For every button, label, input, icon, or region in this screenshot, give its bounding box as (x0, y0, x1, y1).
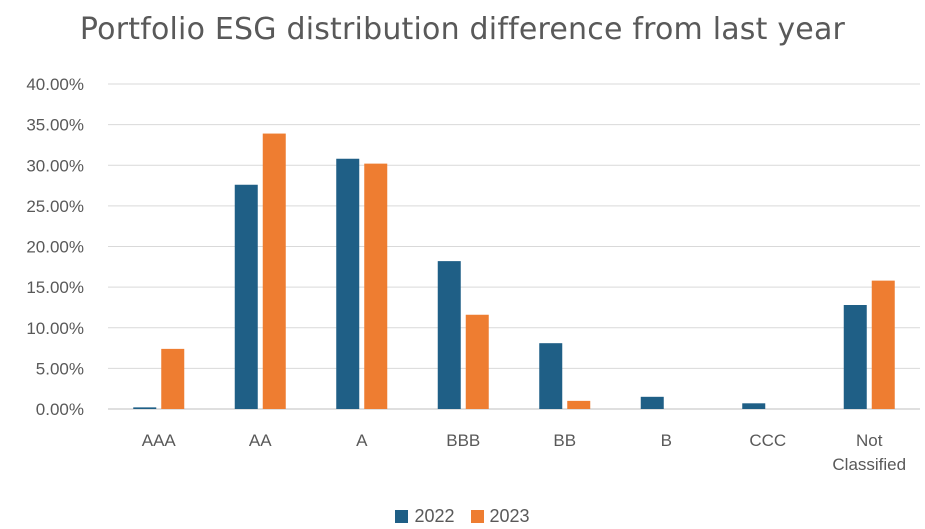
y-tick-label: 40.00% (26, 75, 84, 94)
bar-2023-bb (567, 400, 591, 409)
y-tick-label: 15.00% (26, 278, 84, 297)
x-category-label: CCC (749, 431, 786, 450)
bar-2023-aa (262, 133, 286, 409)
legend: 2022 2023 (0, 506, 925, 527)
legend-item-2022: 2022 (395, 506, 455, 527)
y-tick-label: 25.00% (26, 197, 84, 216)
y-tick-label: 20.00% (26, 238, 84, 257)
bar-2022-bb (539, 343, 563, 409)
gridlines (108, 83, 920, 410)
bar-2022-a (336, 158, 360, 409)
bar-2022-b (640, 396, 664, 409)
y-tick-label: 10.00% (26, 319, 84, 338)
bar-2022-aa (234, 184, 258, 409)
legend-swatch-2022 (395, 510, 409, 523)
bar-2022-ccc (742, 403, 766, 409)
legend-item-2023: 2023 (470, 506, 530, 527)
bars (133, 133, 895, 409)
x-category-label: AA (249, 431, 272, 450)
bar-2022-not-classified (843, 305, 867, 409)
y-tick-label: 5.00% (36, 359, 84, 378)
x-category-label: BB (553, 431, 576, 450)
x-category-label: A (356, 431, 368, 450)
y-tick-label: 30.00% (26, 156, 84, 175)
y-axis-ticks: 0.00% 5.00% 10.00% 15.00% 20.00% 25.00% 30.00%… (26, 75, 84, 419)
bar-2022-bbb (437, 261, 461, 409)
bar-2022-aaa (133, 407, 157, 409)
legend-label-2022: 2022 (414, 506, 455, 526)
bar-2023-a (364, 163, 388, 409)
bar-2023-bbb (465, 314, 489, 409)
bar-2023-not-classified (871, 280, 895, 409)
x-category-label: AAA (142, 431, 177, 450)
bar-2023-aaa (161, 348, 185, 409)
y-tick-label: 35.00% (26, 116, 84, 135)
x-axis-categories: AAA AA A BBB BB B CCC Not Classified (142, 431, 906, 474)
x-category-label: Not Classified (832, 431, 906, 474)
legend-label-2023: 2023 (489, 506, 530, 526)
y-tick-label: 0.00% (36, 400, 84, 419)
chart-title: Portfolio ESG distribution difference fr… (79, 12, 846, 47)
legend-swatch-2023 (470, 510, 484, 523)
x-category-label: BBB (446, 431, 480, 450)
x-category-label: B (661, 431, 672, 450)
